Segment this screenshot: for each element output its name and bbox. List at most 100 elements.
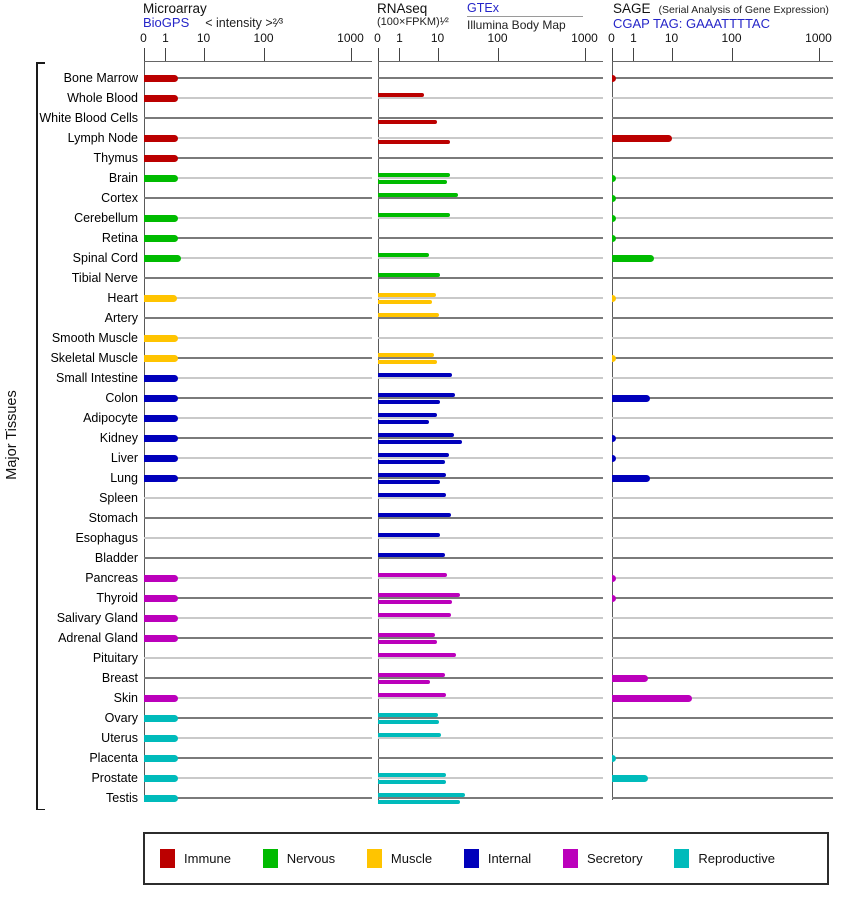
- tissue-label: Placenta: [89, 751, 138, 765]
- row-baseline: [611, 757, 833, 759]
- row-baseline: [611, 477, 833, 479]
- biogps-link[interactable]: BioGPS: [143, 15, 190, 30]
- row-baseline: [143, 537, 372, 539]
- axis-tick-mark: [584, 48, 586, 61]
- axis-tick-label: 100: [253, 31, 274, 45]
- sage-bar: [611, 574, 616, 582]
- rnaseq-gtex-bar: [377, 172, 451, 177]
- row-baseline: [377, 137, 603, 139]
- axis-tick-label: 100: [721, 31, 742, 45]
- row-baseline: [377, 257, 603, 259]
- tissue-label: Esophagus: [75, 531, 138, 545]
- sage-bar: [611, 754, 616, 762]
- row-baseline: [611, 257, 833, 259]
- nervous-color-swatch: [262, 849, 278, 868]
- row-baseline: [377, 457, 603, 459]
- microarray-bar: [143, 694, 179, 702]
- legend-label: Nervous: [286, 851, 336, 866]
- rnaseq-gtex-bar: [377, 252, 429, 257]
- tissue-label: Cerebellum: [74, 211, 138, 225]
- microarray-bar: [143, 634, 179, 642]
- row-baseline: [611, 577, 833, 579]
- axis-tick-label: 10: [664, 31, 679, 45]
- rnaseq-gtex-bar: [377, 492, 446, 497]
- axis-tick-mark: [263, 48, 265, 61]
- rnaseq-gtex-bar: [377, 652, 457, 657]
- row-baseline: [611, 97, 833, 99]
- microarray-bar: [143, 94, 179, 102]
- axis-top-line: [143, 60, 372, 62]
- microarray-bar: [143, 214, 179, 222]
- row-baseline: [611, 537, 833, 539]
- row-baseline: [143, 517, 372, 519]
- row-baseline: [611, 677, 833, 679]
- cgap-tag-link[interactable]: CGAP TAG: GAAATTTTAC: [613, 16, 770, 31]
- row-baseline: [143, 317, 372, 319]
- row-baseline: [143, 437, 372, 439]
- row-baseline: [377, 177, 603, 179]
- rnaseq-illumina-bar: [377, 399, 440, 404]
- sage-bar: [611, 674, 648, 682]
- sage-bar: [611, 694, 693, 702]
- row-baseline: [377, 397, 603, 399]
- row-baseline: [143, 477, 372, 479]
- legend-label: Muscle: [390, 851, 433, 866]
- axis-tick-label: 100: [487, 31, 508, 45]
- tissue-label: Liver: [110, 451, 138, 465]
- microarray-bar: [143, 154, 179, 162]
- row-baseline: [143, 377, 372, 379]
- row-baseline: [143, 137, 372, 139]
- row-baseline: [377, 237, 603, 239]
- row-baseline: [143, 777, 372, 779]
- row-baseline: [611, 397, 833, 399]
- tissue-label: Thyroid: [96, 591, 138, 605]
- rnaseq-gtex-bar: [377, 552, 445, 557]
- legend-item-muscle: Muscle: [366, 849, 433, 868]
- tissue-label: Adrenal Gland: [58, 631, 138, 645]
- row-baseline: [611, 117, 833, 119]
- tissue-label: Spinal Cord: [72, 251, 138, 265]
- row-baseline: [377, 557, 603, 559]
- sage-bar: [611, 194, 616, 202]
- sage-bar: [611, 254, 654, 262]
- sage-bar: [611, 474, 650, 482]
- rnaseq-gtex-bar: [377, 692, 446, 697]
- axis-tick-label: 1: [630, 31, 637, 45]
- row-baseline: [377, 637, 603, 639]
- legend-label: Secretory: [586, 851, 643, 866]
- row-baseline: [611, 217, 833, 219]
- row-baseline: [377, 617, 603, 619]
- legend-label: Reproductive: [698, 851, 775, 866]
- tissue-label: Lymph Node: [67, 131, 138, 145]
- microarray-panel-title: Microarray: [143, 1, 207, 16]
- gtex-link[interactable]: GTEx: [467, 1, 499, 15]
- microarray-bar: [143, 294, 177, 302]
- tissue-label: Lung: [110, 471, 138, 485]
- microarray-bar: [143, 754, 179, 762]
- row-baseline: [377, 517, 603, 519]
- tissue-label: Breast: [101, 671, 138, 685]
- tissue-bracket-line: [36, 62, 38, 810]
- legend-item-immune: Immune: [160, 849, 231, 868]
- rnaseq-illumina-bar: [377, 719, 439, 724]
- row-baseline: [143, 257, 372, 259]
- rnaseq-illumina-bar: [377, 779, 446, 784]
- row-baseline: [377, 377, 603, 379]
- rnaseq-illumina-bar: [377, 679, 430, 684]
- tissue-label: Small Intestine: [56, 371, 138, 385]
- tissue-label: Colon: [105, 391, 138, 405]
- axis-tick-mark: [497, 48, 499, 61]
- row-baseline: [377, 797, 603, 799]
- tissue-label: Adipocyte: [83, 411, 138, 425]
- row-baseline: [611, 617, 833, 619]
- microarray-bar: [143, 414, 179, 422]
- tissue-label: Testis: [106, 791, 138, 805]
- row-baseline: [611, 297, 833, 299]
- microarray-bar: [143, 574, 179, 582]
- row-baseline: [143, 297, 372, 299]
- tissue-label: Uterus: [101, 731, 138, 745]
- sage-bar: [611, 74, 616, 82]
- row-baseline: [377, 597, 603, 599]
- rnaseq-gtex-bar: [377, 592, 461, 597]
